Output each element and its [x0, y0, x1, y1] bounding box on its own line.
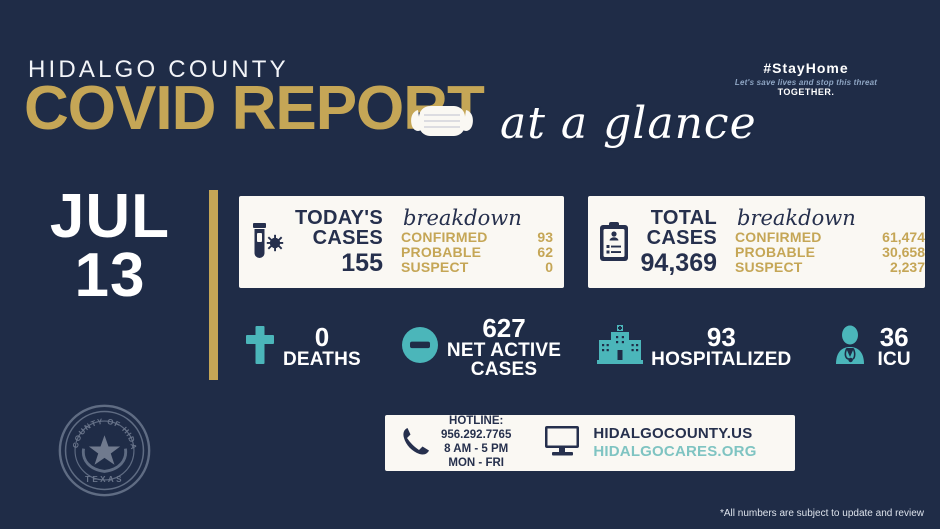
stat-deaths: 0 DEATHS [245, 324, 361, 371]
breakdown-label: SUSPECT [401, 258, 469, 275]
breakdown-row: SUSPECT 0 [401, 258, 553, 275]
todays-cases-label-2: CASES [312, 227, 383, 250]
todays-cases-breakdown: breakdown CONFIRMED 93 PROBABLE 62 SUSPE… [401, 206, 553, 275]
breakdown-row: CONFIRMED 93 [401, 230, 553, 245]
breakdown-label: SUSPECT [735, 258, 803, 275]
stats-row: 0 DEATHS 627 NET ACTIVE CASES [239, 308, 929, 386]
stat-icu-label: ICU [877, 349, 911, 371]
breakdown-value: 62 [537, 243, 553, 260]
doctor-icon [831, 324, 869, 371]
page-title: COVID REPORT [24, 74, 485, 143]
gold-divider [209, 190, 218, 380]
breakdown-row: PROBABLE 30,658 [735, 245, 925, 260]
contact-bar: HOTLINE: 956.292.7765 8 AM - 5 PM MON - … [385, 415, 795, 471]
stat-net-active-value: 627 [482, 312, 526, 343]
svg-text:TEXAS: TEXAS [85, 475, 124, 484]
breakdown-label: CONFIRMED [401, 229, 488, 246]
breakdown-label: CONFIRMED [735, 229, 822, 246]
stayhome-together: TOGETHER. [777, 87, 835, 97]
hidalgo-county-seal: THE COUNTY OF HIDALGO TEXAS [57, 403, 151, 497]
stat-hospitalized: 93 HOSPITALIZED [597, 324, 791, 371]
breakdown-label: PROBABLE [401, 243, 482, 260]
website-secondary[interactable]: HIDALGOCARES.ORG [593, 443, 757, 460]
test-tube-virus-icon [239, 221, 295, 263]
website-links: HIDALGOCOUNTY.US HIDALGOCARES.ORG [593, 425, 756, 460]
total-cases-card: TOTAL CASES 94,369 breakdown CONFIRMED 6… [588, 196, 925, 288]
date-day: 13 [74, 240, 146, 310]
county-name: HIDALGO COUNTY [28, 56, 289, 83]
phone-icon [401, 426, 431, 461]
minus-circle-icon [401, 326, 439, 369]
stat-icu: 36 ICU [831, 324, 911, 371]
breakdown-value: 93 [537, 229, 553, 246]
header: HIDALGO COUNTY COVID REPORT at a glance … [0, 0, 940, 175]
stat-net-active-label-1: NET ACTIVE [446, 339, 562, 361]
breakdown-title: breakdown [403, 206, 522, 231]
total-cases-value: 94,369 [640, 248, 717, 277]
todays-cases-value: 155 [341, 248, 383, 277]
hotline-block: HOTLINE: 956.292.7765 8 AM - 5 PM MON - … [441, 415, 511, 470]
breakdown-label: PROBABLE [735, 243, 816, 260]
stayhome-tagline: Let's save lives and stop this threat [734, 78, 878, 87]
breakdown-row: CONFIRMED 61,474 [735, 230, 925, 245]
stat-net-active-label-2: CASES [470, 359, 538, 380]
hotline-number[interactable]: 956.292.7765 [441, 429, 512, 442]
stat-deaths-value: 0 [314, 322, 330, 353]
breakdown-row: SUSPECT 2,237 [735, 258, 925, 275]
breakdown-value: 2,237 [889, 258, 925, 275]
breakdown-title: breakdown [737, 206, 856, 231]
stat-hospitalized-label: HOSPITALIZED [651, 349, 792, 371]
monitor-icon [543, 425, 583, 462]
date-month: JUL [49, 182, 171, 251]
website-primary[interactable]: HIDALGOCOUNTY.US [593, 425, 753, 443]
todays-cases-card: TODAY'S CASES 155 breakdown CONFIRMED 93… [239, 196, 564, 288]
stat-icu-text: 36 ICU [877, 324, 910, 369]
hospital-icon [597, 324, 644, 371]
stat-icu-value: 36 [879, 322, 909, 353]
hotline-days: MON - FRI [448, 456, 504, 469]
stat-hospitalized-value: 93 [706, 322, 736, 353]
breakdown-value: 30,658 [882, 243, 925, 260]
cross-icon [245, 324, 275, 371]
total-cases-label-1: TOTAL [650, 206, 717, 229]
stat-net-active-text: 627 NET ACTIVE CASES [447, 315, 561, 380]
face-mask-icon [411, 106, 473, 136]
footer-disclaimer: *All numbers are subject to update and r… [719, 508, 924, 519]
page-subtitle: at a glance [500, 98, 757, 149]
breakdown-value: 0 [545, 258, 553, 275]
todays-cases-main: TODAY'S CASES 155 [295, 208, 391, 276]
stayhome-hashtag: #StayHome [763, 60, 849, 76]
stat-net-active-cases: 627 NET ACTIVE CASES [401, 315, 561, 380]
clipboard-icon [588, 221, 641, 263]
stayhome-block: #StayHome Let's save lives and stop this… [716, 60, 896, 97]
total-cases-breakdown: breakdown CONFIRMED 61,474 PROBABLE 30,6… [735, 206, 925, 275]
hotline-label: HOTLINE: [449, 415, 504, 428]
breakdown-value: 61,474 [882, 229, 925, 246]
stat-deaths-label: DEATHS [283, 349, 361, 371]
stat-hospitalized-text: 93 HOSPITALIZED [651, 324, 791, 369]
breakdown-row: PROBABLE 62 [401, 245, 553, 260]
stat-deaths-text: 0 DEATHS [283, 324, 361, 369]
total-cases-label-2: CASES [646, 227, 717, 250]
total-cases-main: TOTAL CASES 94,369 [641, 208, 725, 276]
hotline-hours: 8 AM - 5 PM [444, 443, 509, 455]
todays-cases-label-1: TODAY'S [295, 206, 383, 229]
report-date: JUL 13 [30, 182, 190, 310]
